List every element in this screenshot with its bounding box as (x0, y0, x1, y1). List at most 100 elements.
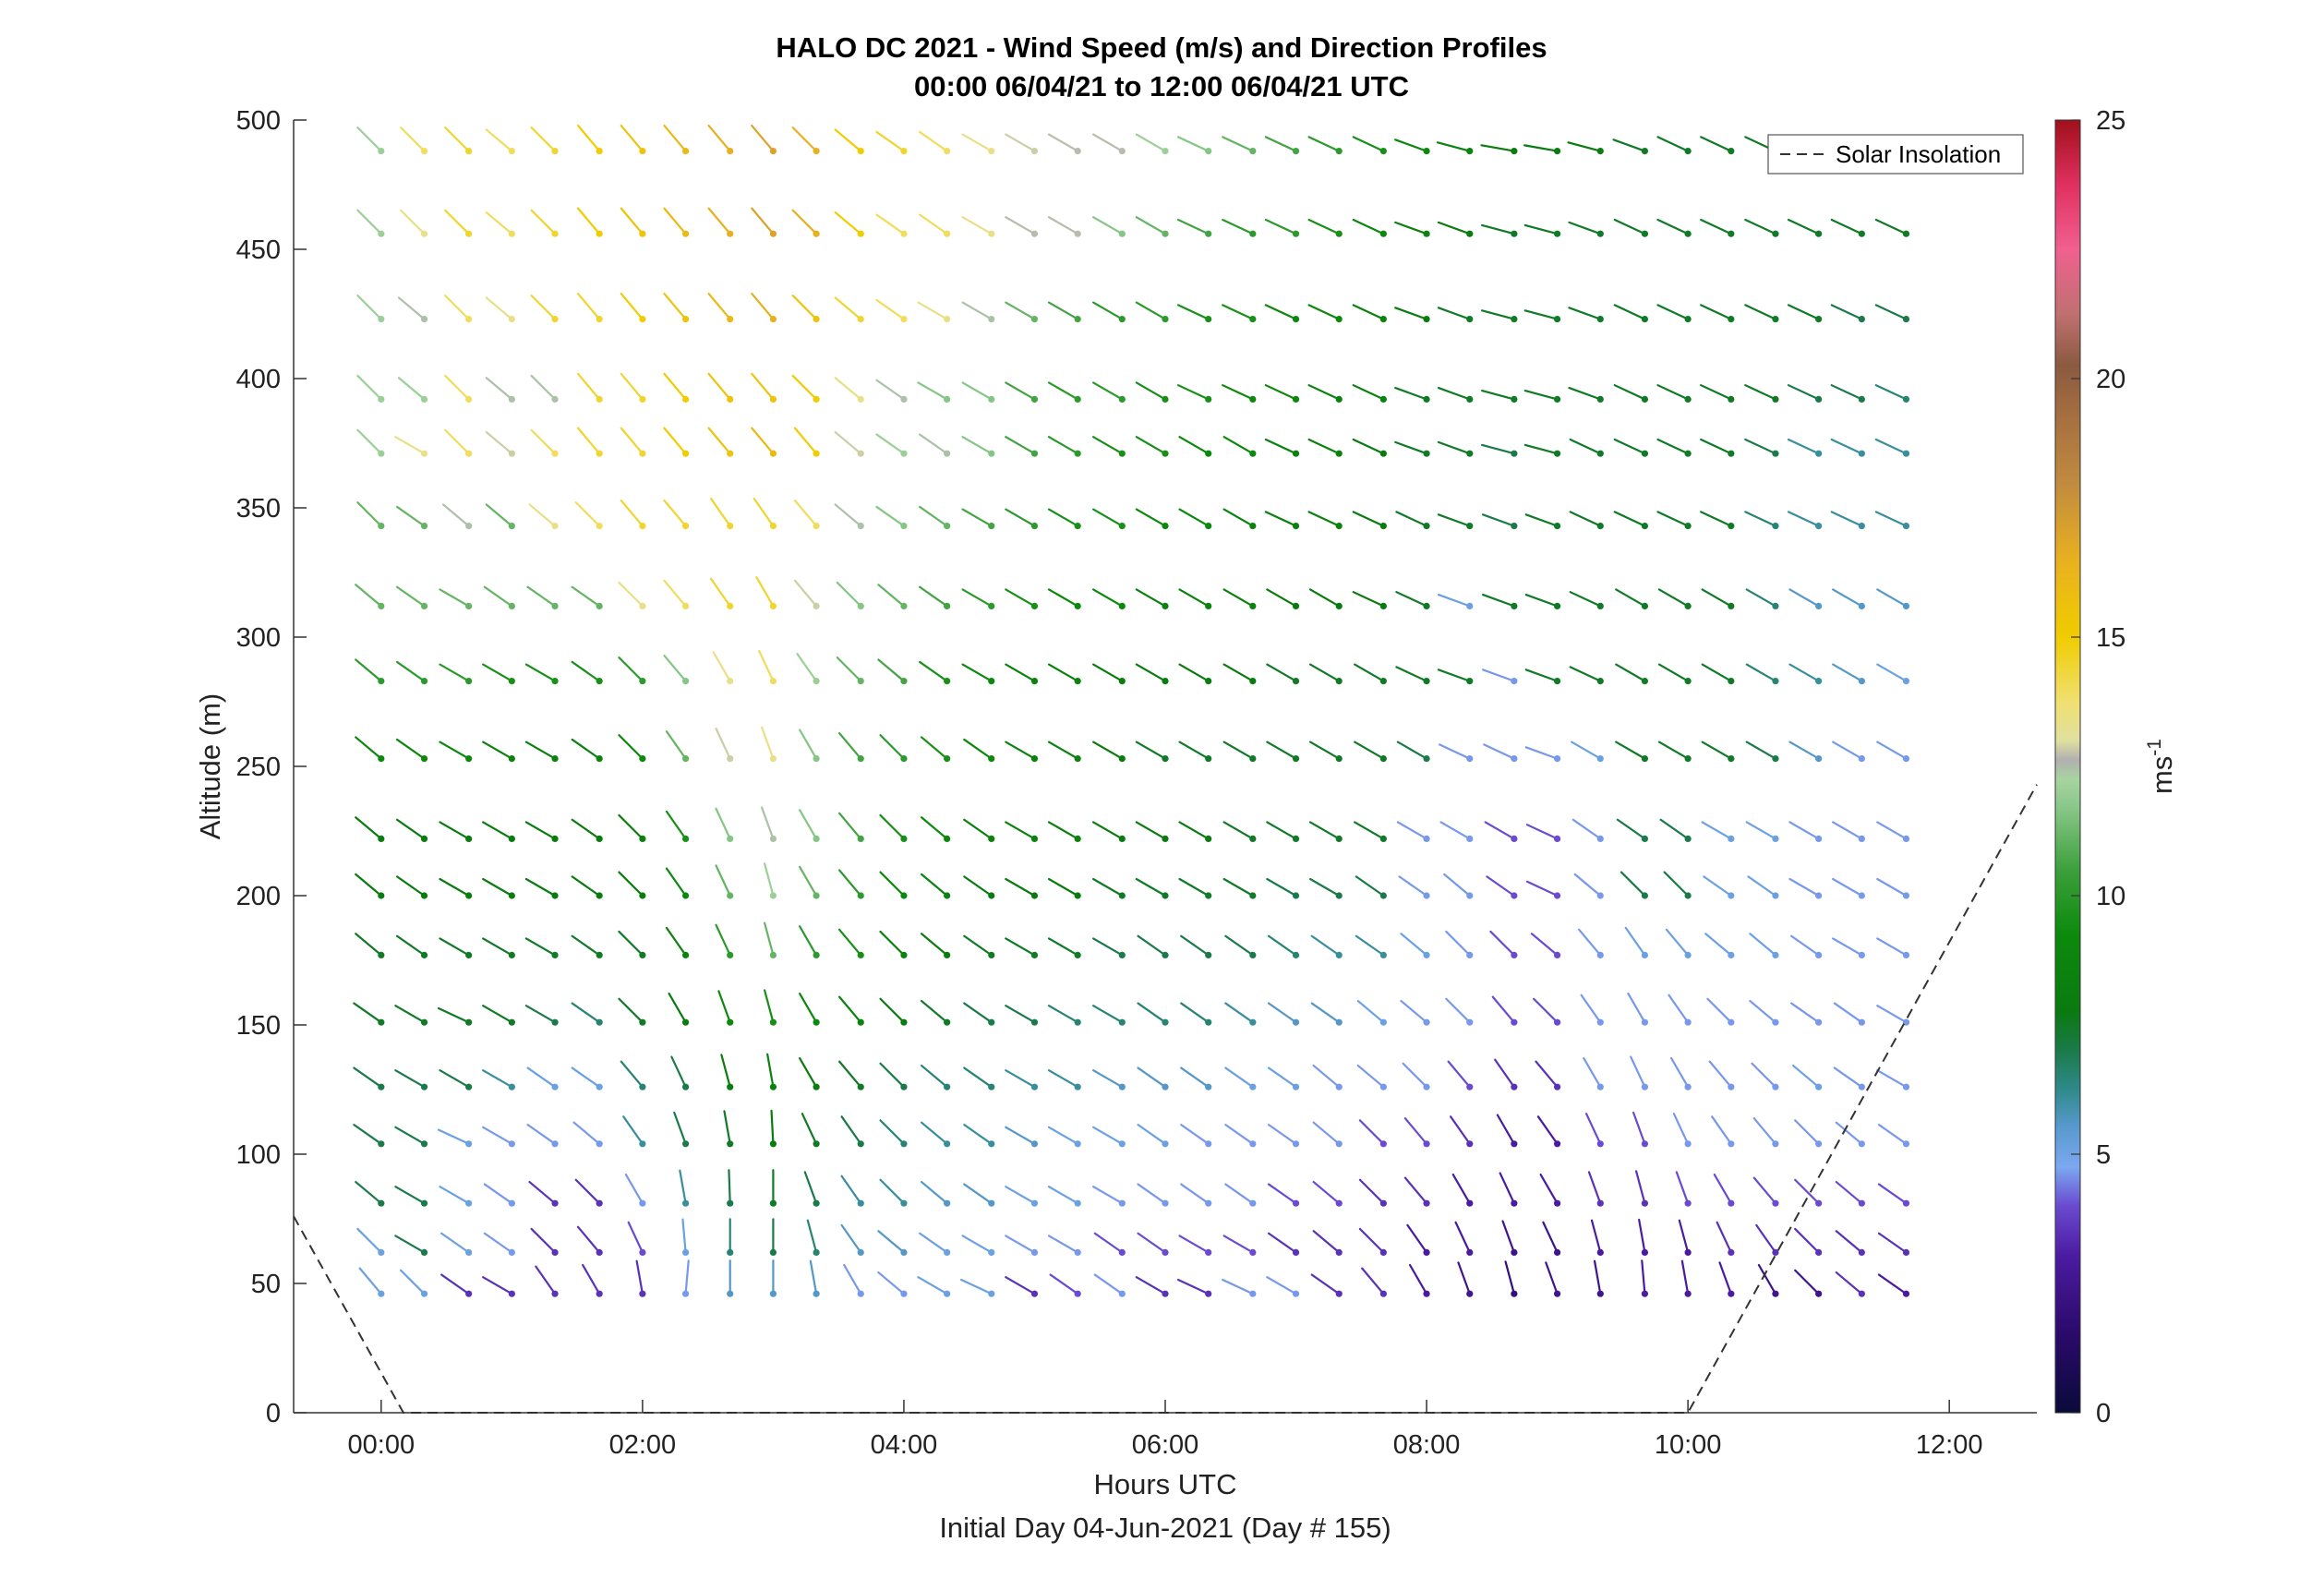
wind-barb-shaft (1788, 821, 1820, 840)
wind-barb-tip (1511, 1248, 1518, 1256)
wind-barb-shaft (1092, 1005, 1124, 1024)
wind-barb (1005, 1069, 1039, 1090)
wind-barb (1005, 133, 1039, 155)
wind-barb-shaft (1394, 386, 1428, 401)
x-axis-label: Hours UTC (1093, 1468, 1236, 1500)
wind-barb-shaft (1307, 136, 1341, 152)
wind-barb-shaft (1394, 307, 1428, 320)
wind-barb-tip (1641, 395, 1649, 403)
wind-barb-shaft (1264, 384, 1297, 401)
wind-barb-shaft (482, 877, 513, 897)
wind-barb (1830, 511, 1865, 530)
wind-barb-tip (1902, 523, 1910, 530)
wind-barb-tip (508, 678, 515, 685)
wind-barb-tip (1335, 1199, 1343, 1207)
wind-barb (1312, 1121, 1343, 1148)
wind-barb-tip (596, 755, 603, 763)
wind-barb-tip (639, 1199, 646, 1207)
wind-barb-shaft (1587, 1171, 1602, 1205)
wind-barb (618, 871, 646, 899)
wind-barb-shaft (1180, 934, 1210, 957)
wind-barb-tip (1466, 835, 1474, 843)
wind-barb-tip (988, 1140, 995, 1148)
wind-barb (1266, 1276, 1300, 1297)
wind-barb-tip (1772, 230, 1779, 237)
wind-barb-shaft (399, 1269, 426, 1295)
wind-barb (395, 585, 428, 610)
wind-barb (1267, 1002, 1300, 1026)
wind-barb-shaft (663, 207, 687, 235)
wind-barb-shaft (919, 1232, 948, 1254)
wind-barb-shaft (482, 1126, 513, 1145)
wind-barb (1395, 591, 1430, 610)
wind-barb (1704, 933, 1735, 958)
wind-barb-tip (508, 148, 515, 155)
wind-barb-tip (1596, 892, 1604, 899)
wind-barb-shaft (1436, 141, 1471, 152)
wind-barb-shaft (1135, 301, 1167, 320)
wind-barb-tip (1858, 835, 1865, 843)
wind-barb-tip (769, 755, 777, 763)
wind-barb-tip (900, 1018, 908, 1026)
wind-barb (1222, 741, 1257, 763)
wind-barb-tip (1423, 148, 1430, 155)
wind-barb-tip (1772, 951, 1779, 958)
wind-barb (769, 1169, 777, 1207)
wind-barb-tip (681, 1140, 690, 1148)
wind-barb (1481, 669, 1518, 685)
wind-barb (571, 738, 603, 763)
wind-barb (1665, 928, 1692, 958)
wind-barb-shaft (963, 934, 993, 957)
wind-barb-tip (681, 678, 690, 685)
wind-barb (1222, 218, 1257, 237)
wind-barb-shaft (1005, 1186, 1036, 1205)
wind-barb-shaft (1135, 877, 1167, 897)
wind-barb (1352, 438, 1387, 457)
wind-barb-shaft (1222, 821, 1254, 840)
chart-subtitle: 00:00 06/04/21 to 12:00 06/04/21 UTC (914, 70, 1409, 102)
wind-barb (1481, 593, 1518, 610)
wind-barb-shaft (1135, 741, 1167, 760)
wind-barb-tip (988, 395, 995, 403)
wind-barb-tip (378, 755, 385, 763)
wind-barb-shaft (837, 995, 862, 1024)
wind-barb-shaft (1352, 384, 1385, 401)
wind-barb-tip (1379, 395, 1387, 403)
wind-barb-shaft (1523, 443, 1559, 455)
wind-barb-tip (508, 602, 515, 610)
wind-barb-tip (1249, 678, 1257, 685)
wind-barb-shaft (670, 1055, 687, 1089)
wind-barb (1578, 928, 1604, 958)
wind-barb-tip (727, 835, 734, 843)
wind-barb (1744, 384, 1779, 403)
wind-barb (791, 126, 820, 155)
wind-barb-shaft (1583, 1056, 1602, 1089)
wind-barb-tip (681, 148, 690, 155)
wind-barb (840, 1223, 864, 1256)
wind-barb-shaft (1267, 1183, 1297, 1205)
wind-barb-tip (1815, 951, 1823, 958)
wind-barb-shaft (834, 503, 862, 527)
wind-barb-shaft (1224, 1066, 1254, 1089)
wind-barb-tip (1684, 1018, 1692, 1026)
wind-barb-tip (465, 951, 473, 958)
wind-barb-tip (508, 1018, 515, 1026)
wind-barb (1266, 663, 1300, 685)
wind-barb (485, 430, 515, 457)
wind-barb (1224, 1002, 1257, 1026)
wind-barb (1307, 511, 1343, 530)
wind-barb-shaft (353, 1124, 382, 1145)
wind-barb (1092, 301, 1126, 323)
y-tick-label: 500 (236, 106, 281, 136)
wind-barb-tip (465, 1199, 473, 1207)
wind-barb (1005, 216, 1039, 237)
wind-barb (1137, 1066, 1169, 1090)
wind-barb-shaft (1135, 1276, 1167, 1295)
wind-barb-shaft (1092, 216, 1124, 235)
wind-barb-tip (596, 1018, 603, 1026)
wind-barb (673, 1111, 690, 1148)
wind-barb-tip (508, 450, 515, 457)
wind-barb-tip (1728, 316, 1735, 323)
wind-barb-tip (900, 230, 908, 237)
wind-barb (439, 1186, 473, 1207)
